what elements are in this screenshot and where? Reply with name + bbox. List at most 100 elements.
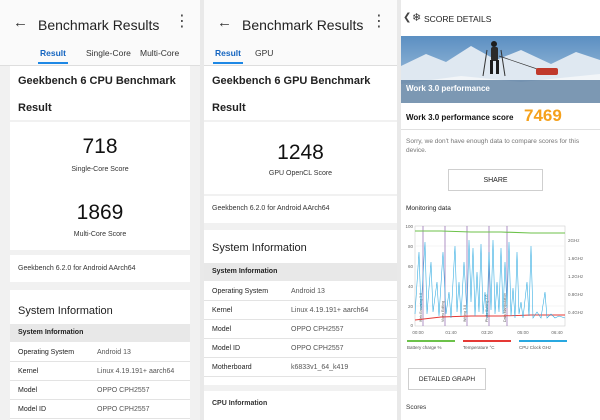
info-value: k6833v1_64_k419	[291, 364, 349, 371]
monitoring-title: Monitoring data	[406, 205, 451, 212]
score-value: 7469	[524, 106, 562, 125]
info-key: Model ID	[212, 345, 241, 352]
cpu-info-title: CPU Information	[212, 400, 268, 407]
info-key: Operating System	[18, 349, 75, 356]
tab-gpu[interactable]: GPU	[255, 48, 274, 58]
legend-cpu: CPU Clock GHz	[519, 345, 552, 350]
y-right-tick: 1.6GHz	[568, 256, 584, 261]
y-left-tick: 40	[408, 284, 414, 289]
result-heading: Result	[212, 102, 246, 114]
info-key: Kernel	[212, 307, 233, 314]
benchmark-heading: Geekbench 6 GPU Benchmark	[212, 75, 371, 87]
system-info-title: System Information	[212, 242, 307, 254]
version-text: Geekbench 6.2.0 for Android AArch64	[18, 265, 136, 272]
x-tick: 03:20	[481, 330, 493, 335]
legend-battery: Battery charge %	[407, 345, 442, 350]
x-tick: 01:40	[445, 330, 457, 335]
info-value: Linux 4.19.191+ aarch64	[97, 368, 175, 375]
result-heading: Result	[18, 102, 52, 114]
multi-core-label: Multi-Core Score	[73, 231, 127, 238]
score-row: Work 3.0 performance score 7469	[401, 103, 600, 130]
cpu-info-card: CPU Information	[204, 391, 397, 420]
y-right-tick: 0.8GHz	[568, 292, 584, 297]
y-left-tick: 20	[408, 304, 414, 309]
version-text: Geekbench 6.2.0 for Android AArch64	[212, 205, 330, 212]
share-button[interactable]: SHARE	[448, 169, 543, 191]
info-value: OPPO CPH2557	[97, 406, 150, 413]
tab-result[interactable]: Result	[213, 48, 243, 64]
single-core-score: 718	[82, 135, 118, 158]
tab-single-core[interactable]: Single-Core	[86, 48, 131, 58]
single-core-label: Single-Core Score	[71, 166, 129, 173]
y-right-tick: 2GHz	[568, 238, 580, 243]
info-value: Android 13	[291, 288, 325, 295]
tab-multi-core[interactable]: Multi-Core	[140, 48, 180, 58]
benchmark-header-card: Geekbench 6 GPU Benchmark Result	[204, 66, 397, 120]
temperature-line	[414, 314, 565, 321]
system-info-subheader: System Information	[10, 324, 190, 342]
marker-label: Photo Editing 3.0	[485, 295, 489, 322]
info-row: Kernel Linux 4.19.191+ aarch64	[204, 302, 397, 320]
arctic-skier-image	[401, 36, 600, 103]
marker-label: Writing 3.0	[463, 305, 467, 322]
hero-label: Work 3.0 performance	[406, 84, 490, 93]
battery-line	[415, 230, 565, 234]
snowflake-logo-icon: ❄	[412, 12, 422, 24]
info-row: Operating System Android 13	[10, 344, 190, 362]
info-key: Operating System	[212, 288, 269, 295]
comparison-note: Sorry, we don't have enough data to comp…	[406, 138, 580, 154]
app-bar-title: Benchmark Results	[38, 17, 160, 33]
y-right-tick: 0.4GHz	[568, 310, 584, 315]
info-key: Model	[18, 387, 38, 394]
version-card: Geekbench 6.2.0 for Android AArch64	[204, 196, 397, 223]
back-chevron-icon[interactable]: ❮	[403, 12, 412, 23]
benchmark-heading: Geekbench 6 CPU Benchmark	[18, 75, 176, 87]
back-arrow-icon[interactable]: ←	[217, 14, 232, 31]
y-left-tick: 100	[405, 224, 413, 229]
info-value: Android 13	[97, 349, 131, 356]
info-value: OPPO CPH2557	[97, 387, 150, 394]
app-bar-title: Benchmark Results	[242, 17, 364, 33]
x-tick: 06:40	[551, 330, 563, 335]
app-bar: ← Benchmark Results ⋮ Result Single-Core…	[0, 0, 200, 66]
monitoring-graph: 100 80 60 40 20 0 2GHz 1.6GHz 1.2GHz 0.8…	[405, 224, 584, 350]
info-row: Motherboard k6833v1_64_k419	[204, 359, 397, 377]
y-right-tick: 1.2GHz	[568, 274, 584, 279]
score-label: Work 3.0 performance score	[406, 113, 514, 122]
legend-swatch-temperature	[463, 340, 511, 342]
y-left-tick: 0	[410, 323, 413, 328]
version-card: Geekbench 6.2.0 for Android AArch64	[10, 255, 190, 282]
tab-result[interactable]: Result	[38, 48, 68, 64]
legend-swatch-cpu	[519, 340, 567, 342]
info-key: Kernel	[18, 368, 39, 375]
info-row: Operating System Android 13	[204, 283, 397, 301]
pcmark-score-details-screen: ❮ ❄ SCORE DETAILS	[401, 0, 600, 420]
info-row: Model OPPO CPH2557	[10, 382, 190, 400]
info-row: Kernel Linux 4.19.191+ aarch64	[10, 363, 190, 381]
system-info-card: System Information System Information Op…	[204, 230, 397, 385]
multi-core-score: 1869	[76, 201, 124, 224]
benchmark-header-card: Geekbench 6 CPU Benchmark Result	[10, 66, 190, 120]
detailed-graph-button[interactable]: DETAILED GRAPH	[408, 368, 486, 390]
more-options-icon[interactable]: ⋮	[371, 13, 387, 30]
more-options-icon[interactable]: ⋮	[174, 13, 190, 30]
y-left-tick: 80	[408, 244, 414, 249]
info-value: OPPO CPH2557	[291, 345, 344, 352]
gpu-opencl-label: GPU OpenCL Score	[268, 170, 333, 177]
info-row: Model ID OPPO CPH2557	[204, 340, 397, 358]
info-row: Model OPPO CPH2557	[204, 321, 397, 339]
info-key: Motherboard	[212, 364, 252, 371]
legend-temperature: Temperature °C	[463, 345, 495, 350]
page-title: SCORE DETAILS	[424, 14, 492, 24]
marker-label: Data Manipulation	[503, 293, 507, 322]
gpu-opencl-score: 1248	[277, 141, 324, 164]
info-key: Model	[212, 326, 232, 333]
back-arrow-icon[interactable]: ←	[13, 14, 28, 31]
info-row: Model ID OPPO CPH2557	[10, 401, 190, 419]
system-info-card: System Information System Information Op…	[10, 290, 190, 420]
x-tick: 05:00	[517, 330, 529, 335]
y-left-tick: 60	[408, 264, 414, 269]
x-tick: 00:00	[412, 330, 424, 335]
hero-banner: Work 3.0 performance	[401, 36, 600, 103]
score-card: 1248 GPU OpenCL Score	[204, 122, 397, 194]
